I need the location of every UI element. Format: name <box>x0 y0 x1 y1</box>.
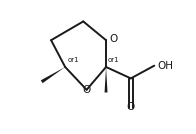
Text: or1: or1 <box>107 57 119 63</box>
Text: O: O <box>83 85 91 95</box>
Text: or1: or1 <box>68 57 79 63</box>
Polygon shape <box>105 67 108 92</box>
Text: O: O <box>127 102 135 112</box>
Text: OH: OH <box>158 61 174 71</box>
Text: O: O <box>109 34 117 44</box>
Polygon shape <box>41 67 65 83</box>
